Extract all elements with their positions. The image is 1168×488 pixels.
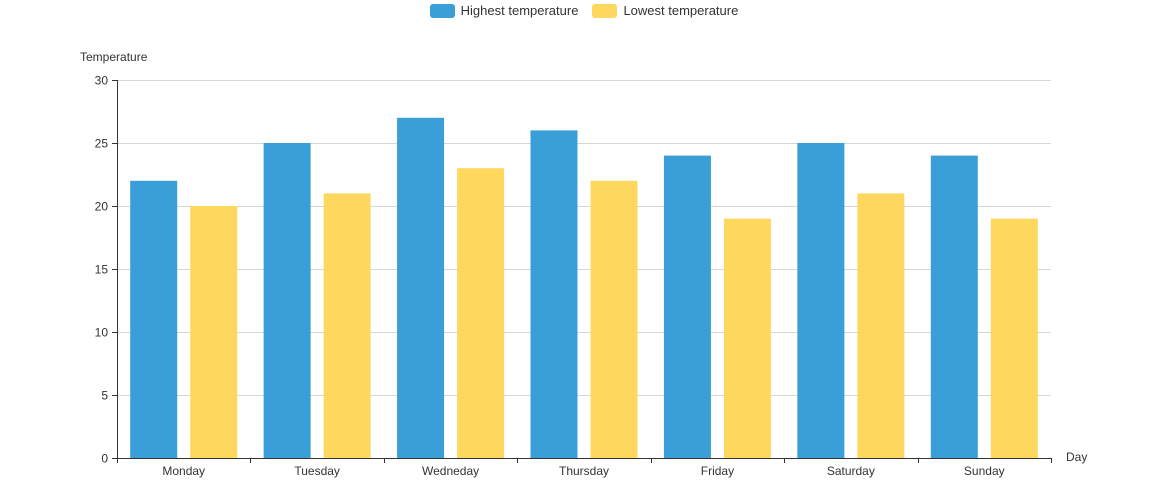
bar-highest xyxy=(130,180,178,459)
bar-lowest xyxy=(590,180,638,459)
bar-lowest xyxy=(990,218,1038,458)
x-tick-label: Tuesday xyxy=(294,464,340,478)
x-tick-label: Wedneday xyxy=(422,464,479,478)
x-axis-title: Day xyxy=(1066,450,1088,464)
x-tick-label: Saturday xyxy=(827,464,875,478)
legend-label-highest: Highest temperature xyxy=(460,3,579,18)
bar-highest xyxy=(797,143,845,458)
y-tick-label: 30 xyxy=(95,74,109,88)
legend-item-highest[interactable]: Highest temperature xyxy=(429,3,579,18)
y-tick-label: 15 xyxy=(95,263,109,277)
x-tick-label: Sunday xyxy=(964,464,1005,478)
x-tick-label: Friday xyxy=(701,464,734,478)
bar-highest xyxy=(930,155,978,458)
bar-lowest xyxy=(723,218,771,458)
bar-highest xyxy=(263,143,311,458)
legend-swatch-lowest xyxy=(592,3,618,18)
y-tick-label: 5 xyxy=(101,389,108,403)
y-axis-title: Temperature xyxy=(80,50,148,64)
bar-highest xyxy=(397,117,445,459)
bar-lowest xyxy=(857,193,905,458)
y-tick-label: 25 xyxy=(95,137,109,151)
legend-label-lowest: Lowest temperature xyxy=(623,3,739,18)
bar-lowest xyxy=(457,168,505,458)
x-tick-label: Monday xyxy=(162,464,205,478)
legend-swatch-highest xyxy=(429,3,455,18)
legend-item-lowest[interactable]: Lowest temperature xyxy=(592,3,738,18)
y-tick-label: 0 xyxy=(101,452,108,466)
chart-legend: Highest temperature Lowest temperature xyxy=(0,3,1168,18)
y-tick-label: 10 xyxy=(95,326,109,340)
bar-highest xyxy=(663,155,711,458)
x-tick-label: Thursday xyxy=(559,464,609,478)
bar-lowest xyxy=(323,193,371,458)
y-tick-label: 20 xyxy=(95,200,109,214)
bar-lowest xyxy=(190,206,238,458)
bar-highest xyxy=(530,130,578,458)
